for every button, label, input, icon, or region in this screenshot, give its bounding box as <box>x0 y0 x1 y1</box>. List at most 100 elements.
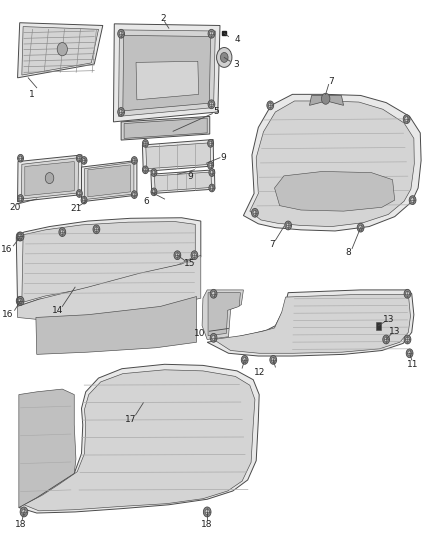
Circle shape <box>17 296 24 305</box>
Circle shape <box>118 108 124 116</box>
Circle shape <box>18 298 21 303</box>
Circle shape <box>272 358 275 362</box>
Circle shape <box>82 198 86 202</box>
Polygon shape <box>202 290 244 340</box>
Text: 1: 1 <box>29 90 35 99</box>
Polygon shape <box>214 294 410 353</box>
Text: 15: 15 <box>184 259 196 268</box>
Circle shape <box>220 52 228 62</box>
Text: 3: 3 <box>233 60 239 69</box>
Circle shape <box>81 157 87 164</box>
Circle shape <box>243 358 247 362</box>
Circle shape <box>209 141 212 146</box>
Polygon shape <box>154 172 212 191</box>
Circle shape <box>57 43 67 56</box>
Circle shape <box>16 296 23 305</box>
Circle shape <box>19 298 22 303</box>
Circle shape <box>22 509 26 515</box>
Polygon shape <box>310 95 343 106</box>
Circle shape <box>119 31 123 36</box>
Polygon shape <box>18 23 103 78</box>
Text: 5: 5 <box>213 108 219 117</box>
Circle shape <box>286 223 290 228</box>
Circle shape <box>19 156 22 160</box>
Polygon shape <box>119 30 215 116</box>
Polygon shape <box>21 158 78 199</box>
Circle shape <box>78 191 81 196</box>
Circle shape <box>76 190 82 197</box>
Text: 16: 16 <box>1 245 12 254</box>
Circle shape <box>210 186 213 190</box>
Text: 7: 7 <box>328 77 334 86</box>
Circle shape <box>45 173 54 183</box>
Text: 9: 9 <box>220 152 226 161</box>
Text: 17: 17 <box>125 415 136 424</box>
Circle shape <box>404 289 411 298</box>
Circle shape <box>321 93 330 104</box>
Circle shape <box>203 507 211 517</box>
Circle shape <box>406 337 410 342</box>
Circle shape <box>408 351 411 356</box>
Circle shape <box>176 253 179 257</box>
Circle shape <box>18 234 21 239</box>
Text: 16: 16 <box>2 310 13 319</box>
Polygon shape <box>16 218 201 306</box>
Text: 6: 6 <box>144 197 149 206</box>
Circle shape <box>209 102 213 107</box>
Polygon shape <box>81 160 137 202</box>
Text: 9: 9 <box>187 173 193 181</box>
Polygon shape <box>142 140 214 172</box>
Circle shape <box>209 169 215 176</box>
Circle shape <box>205 509 209 515</box>
Circle shape <box>19 196 22 200</box>
Polygon shape <box>151 170 215 193</box>
Circle shape <box>131 157 137 164</box>
Circle shape <box>209 184 215 192</box>
Circle shape <box>76 155 82 162</box>
Text: 8: 8 <box>346 248 352 257</box>
Polygon shape <box>121 116 210 140</box>
Text: 14: 14 <box>52 306 63 315</box>
Circle shape <box>131 191 137 198</box>
Polygon shape <box>123 35 211 111</box>
Polygon shape <box>22 27 99 75</box>
Circle shape <box>119 110 123 115</box>
Circle shape <box>118 29 124 38</box>
Text: 7: 7 <box>269 240 275 249</box>
Circle shape <box>18 195 24 203</box>
Text: 12: 12 <box>254 368 265 377</box>
Circle shape <box>359 225 363 230</box>
Circle shape <box>17 232 24 241</box>
Circle shape <box>142 140 148 147</box>
Circle shape <box>82 158 86 163</box>
Polygon shape <box>136 61 199 100</box>
Circle shape <box>251 208 258 217</box>
Circle shape <box>409 196 416 205</box>
Circle shape <box>212 335 215 340</box>
Circle shape <box>133 192 136 197</box>
Polygon shape <box>24 370 255 511</box>
Polygon shape <box>113 24 220 122</box>
Polygon shape <box>146 143 211 169</box>
Text: 18: 18 <box>15 520 26 529</box>
Polygon shape <box>25 161 74 196</box>
Circle shape <box>270 356 277 364</box>
Circle shape <box>93 225 100 234</box>
Circle shape <box>144 141 147 146</box>
Polygon shape <box>85 162 134 199</box>
Polygon shape <box>22 222 195 303</box>
Circle shape <box>406 349 413 358</box>
Polygon shape <box>207 290 414 356</box>
Polygon shape <box>124 118 207 139</box>
Circle shape <box>193 253 196 257</box>
Polygon shape <box>208 293 240 336</box>
Circle shape <box>20 507 28 517</box>
Circle shape <box>241 356 248 364</box>
Circle shape <box>210 289 217 298</box>
Circle shape <box>209 163 212 167</box>
Text: 13: 13 <box>389 327 400 336</box>
Circle shape <box>404 335 411 344</box>
Circle shape <box>19 234 22 239</box>
Text: 10: 10 <box>194 329 205 338</box>
Text: 4: 4 <box>234 35 240 44</box>
